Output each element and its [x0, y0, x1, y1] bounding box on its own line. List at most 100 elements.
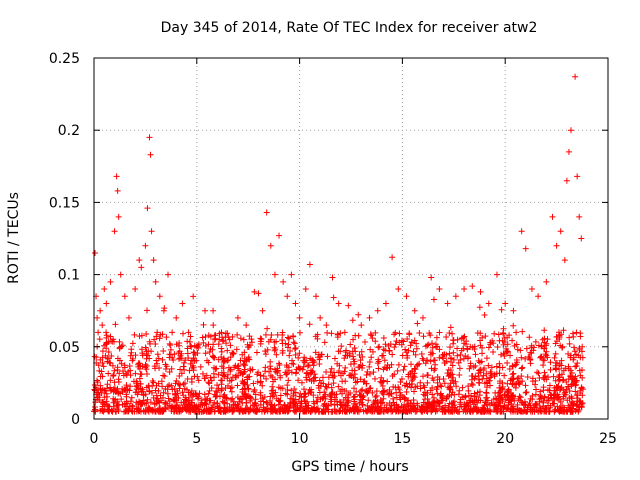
data-point	[186, 367, 193, 374]
data-point	[427, 358, 434, 365]
data-point	[412, 366, 419, 373]
data-point	[207, 345, 214, 352]
data-point	[290, 361, 297, 368]
data-point	[384, 364, 391, 371]
data-point	[356, 400, 363, 407]
data-point	[424, 408, 431, 415]
data-point	[552, 377, 559, 384]
data-point	[360, 393, 367, 400]
data-point	[105, 370, 112, 377]
data-point	[195, 377, 202, 384]
data-point	[472, 351, 479, 358]
data-point	[538, 408, 545, 415]
data-point	[323, 369, 330, 376]
data-point	[555, 393, 562, 400]
data-point	[558, 357, 565, 364]
data-point	[146, 338, 153, 345]
data-point	[197, 363, 204, 370]
data-point	[337, 348, 344, 355]
data-point	[448, 355, 455, 362]
data-point	[534, 369, 541, 376]
data-point	[447, 344, 454, 351]
data-point	[518, 228, 525, 235]
data-point	[483, 355, 490, 362]
data-point	[401, 363, 408, 370]
data-point	[210, 353, 217, 360]
data-point	[291, 340, 298, 347]
data-point	[136, 257, 143, 264]
data-point	[124, 400, 131, 407]
data-point	[96, 391, 103, 398]
data-point	[160, 307, 167, 314]
data-point	[150, 394, 157, 401]
data-point	[368, 403, 375, 410]
data-point	[347, 361, 354, 368]
data-point	[349, 317, 356, 324]
data-point	[467, 362, 474, 369]
data-point	[381, 357, 388, 364]
data-points	[91, 73, 587, 415]
data-point	[422, 343, 429, 350]
data-point	[245, 392, 252, 399]
data-point	[291, 408, 298, 415]
data-point	[474, 330, 481, 337]
data-point	[308, 389, 315, 396]
data-point	[422, 360, 429, 367]
data-point	[263, 375, 270, 382]
data-point	[176, 372, 183, 379]
data-point	[476, 304, 483, 311]
data-point	[573, 351, 580, 358]
data-point	[432, 341, 439, 348]
data-point	[160, 406, 167, 413]
data-point	[328, 401, 335, 408]
data-point	[476, 379, 483, 386]
data-point	[494, 343, 501, 350]
data-point	[493, 396, 500, 403]
data-point	[496, 389, 503, 396]
data-point	[194, 350, 201, 357]
data-point	[271, 407, 278, 414]
data-point	[573, 329, 580, 336]
data-point	[143, 370, 150, 377]
data-point	[381, 387, 388, 394]
data-point	[193, 343, 200, 350]
data-point	[177, 381, 184, 388]
data-point	[434, 383, 441, 390]
data-point	[510, 370, 517, 377]
data-point	[234, 363, 241, 370]
data-point	[361, 338, 368, 345]
data-point	[276, 232, 283, 239]
data-point	[313, 398, 320, 405]
data-point	[125, 314, 132, 321]
data-point	[421, 384, 428, 391]
data-point	[132, 352, 139, 359]
data-point	[199, 334, 206, 341]
data-point	[414, 383, 421, 390]
data-point	[279, 336, 286, 343]
data-point	[551, 354, 558, 361]
data-point	[445, 403, 452, 410]
data-point	[257, 378, 264, 385]
data-point	[202, 396, 209, 403]
data-point	[500, 325, 507, 332]
data-point	[407, 361, 414, 368]
data-point	[329, 389, 336, 396]
data-point	[363, 380, 370, 387]
data-point	[166, 368, 173, 375]
data-point	[446, 350, 453, 357]
data-point	[160, 372, 167, 379]
data-point	[572, 73, 579, 80]
data-point	[552, 350, 559, 357]
data-point	[429, 384, 436, 391]
data-point	[375, 408, 382, 415]
data-point	[111, 228, 118, 235]
data-point	[541, 369, 548, 376]
data-point	[487, 374, 494, 381]
data-point	[306, 376, 313, 383]
data-point	[115, 376, 122, 383]
data-point	[104, 381, 111, 388]
data-point	[290, 390, 297, 397]
data-point	[549, 213, 556, 220]
data-point	[485, 344, 492, 351]
data-point	[560, 407, 567, 414]
